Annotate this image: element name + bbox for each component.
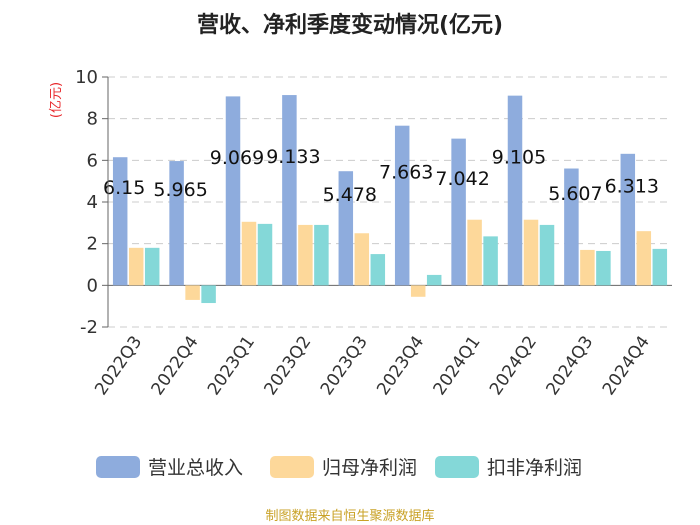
bar-3-2023Q2 [314,224,329,286]
bar-1-2022Q3 [112,157,128,286]
x-tick-label: 2024Q3 [542,332,597,399]
legend-label-1: 营业总收入 [148,457,243,479]
data-label: 9.069 [210,147,264,169]
y-tick-label: 0 [87,275,98,296]
bar-1-2023Q2 [282,95,297,286]
data-label: 9.133 [266,146,320,168]
legend-swatch-3 [435,456,479,478]
legend: 营业总收入 归母净利润 扣非净利润 [96,456,582,479]
bar-1-2024Q1 [451,138,466,286]
data-label: 5.478 [323,184,377,206]
bar-2-2022Q4 [185,285,200,300]
bar-2-2024Q1 [467,219,482,286]
bar-3-2024Q3 [596,250,611,286]
data-label: 7.042 [435,168,489,190]
bar-3-2023Q4 [426,274,442,286]
y-tick-label: 2 [87,234,98,255]
data-label: 7.663 [379,161,433,183]
y-tick-label: 6 [87,150,98,171]
x-tick-label: 2023Q4 [373,332,428,399]
bar-3-2022Q3 [144,247,160,286]
bar-2-2024Q2 [523,219,539,286]
source-note: 制图数据来自恒生聚源数据库 [265,508,434,524]
legend-label-3: 扣非净利润 [487,457,582,479]
bar-1-2022Q4 [169,161,184,286]
x-tick-label: 2022Q4 [148,332,203,399]
bar-2-2024Q3 [580,249,595,286]
x-tick-label: 2023Q1 [204,332,259,399]
bar-1-2024Q3 [564,168,579,286]
chart-title: 营收、净利季度变动情况(亿元) [197,12,503,38]
legend-label-2: 归母净利润 [322,457,417,479]
bar-1-2023Q4 [394,125,410,286]
bar-1-2024Q2 [507,95,523,286]
x-tick-label: 2024Q4 [599,332,654,399]
bar-3-2024Q2 [539,224,555,286]
y-tick-label: 4 [87,192,98,213]
y-axis-label: (亿元) [49,82,64,118]
bar-1-2023Q3 [338,171,354,286]
bar-2-2023Q4 [410,285,426,297]
data-label: 5.607 [548,183,602,205]
bar-2-2023Q2 [298,224,313,286]
bar-1-2023Q1 [225,96,241,286]
x-tick-label: 2023Q3 [317,332,372,399]
bar-3-2022Q4 [201,285,216,304]
data-label: 5.965 [153,179,207,201]
x-tick-label: 2024Q1 [430,332,485,399]
bar-3-2023Q1 [257,223,273,286]
x-tick-label: 2023Q2 [260,332,315,399]
bar-1-2024Q4 [620,153,636,286]
bars [112,95,668,304]
data-label: 6.15 [103,177,145,199]
bar-2-2024Q4 [636,231,652,286]
bar-3-2024Q4 [652,248,668,286]
bar-3-2023Q3 [370,254,386,286]
legend-swatch-2 [270,456,314,478]
data-label: 9.105 [492,146,546,168]
x-tick-label: 2024Q2 [486,332,541,399]
bar-2-2023Q1 [241,221,257,286]
y-tick-label: 10 [75,67,98,88]
y-tick-label: -2 [80,317,98,338]
y-ticks: -2 0 2 4 6 8 10 [75,67,109,338]
x-tick-label: 2022Q3 [91,332,146,399]
bar-3-2024Q1 [483,236,498,286]
legend-swatch-1 [96,456,140,478]
bar-2-2023Q3 [354,233,370,286]
data-label: 6.313 [605,175,659,197]
bar-2-2022Q3 [128,247,144,286]
y-tick-label: 8 [87,109,98,130]
x-ticks: 2022Q3 2022Q4 2023Q1 2023Q2 2023Q3 2023Q4 2024… [91,332,654,399]
